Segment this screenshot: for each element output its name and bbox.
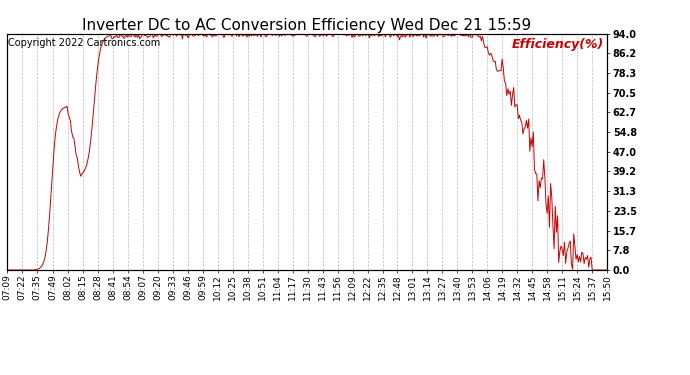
Text: Efficiency(%): Efficiency(%) xyxy=(512,39,604,51)
Title: Inverter DC to AC Conversion Efficiency Wed Dec 21 15:59: Inverter DC to AC Conversion Efficiency … xyxy=(82,18,532,33)
Text: Copyright 2022 Cartronics.com: Copyright 2022 Cartronics.com xyxy=(8,39,160,48)
